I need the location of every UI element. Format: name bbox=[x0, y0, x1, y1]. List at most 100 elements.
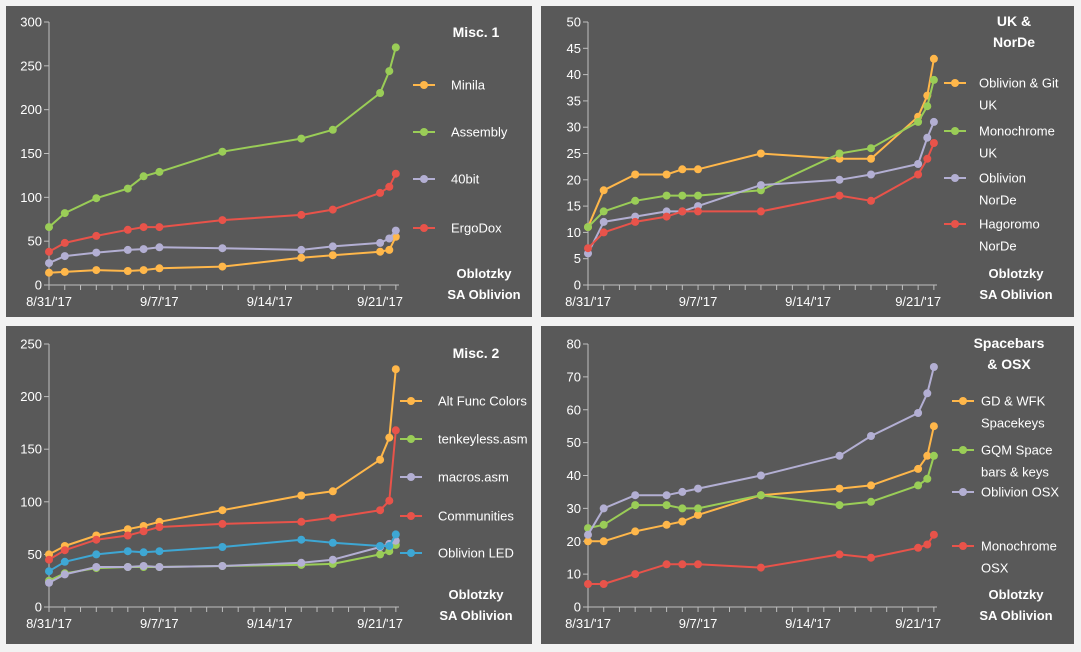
legend-label: 40bit bbox=[451, 172, 480, 187]
data-point bbox=[92, 266, 101, 275]
legend-label: UK bbox=[979, 98, 997, 113]
author-credit: Oblotzky bbox=[989, 587, 1045, 602]
line-chart: 0 5 10 15 20 25 30 35 40 45 50 8/31/'17 9/7/'17 9/14/… bbox=[565, 13, 1059, 309]
legend-label: Spacekeys bbox=[981, 416, 1045, 431]
data-point bbox=[297, 558, 306, 567]
data-point bbox=[923, 102, 932, 111]
series-line bbox=[48, 430, 397, 561]
data-point bbox=[631, 170, 640, 179]
data-point bbox=[678, 165, 687, 174]
data-point bbox=[391, 365, 400, 374]
y-tick-label: 10 bbox=[567, 225, 581, 240]
data-point bbox=[155, 547, 164, 556]
legend-marker-dot bbox=[407, 549, 415, 557]
data-point bbox=[385, 182, 394, 191]
data-point bbox=[297, 245, 306, 254]
data-point bbox=[155, 167, 164, 176]
data-point bbox=[923, 474, 932, 483]
data-point bbox=[835, 175, 844, 184]
data-point bbox=[155, 563, 164, 571]
legend-marker-dot bbox=[951, 220, 959, 228]
x-tick-label: 9/7/'17 bbox=[679, 616, 718, 631]
data-point bbox=[584, 244, 592, 253]
data-point bbox=[92, 550, 101, 559]
data-point bbox=[678, 517, 687, 526]
chart-title: NorDe bbox=[993, 34, 1035, 50]
data-point bbox=[218, 506, 227, 515]
data-point bbox=[376, 188, 385, 197]
data-point bbox=[867, 481, 875, 490]
data-point bbox=[123, 225, 132, 234]
data-point bbox=[376, 542, 385, 550]
x-tick-label: 8/31/'17 bbox=[26, 616, 72, 631]
data-point bbox=[867, 497, 875, 506]
legend-label: macros.asm bbox=[438, 470, 509, 485]
data-point bbox=[328, 538, 337, 547]
data-point bbox=[662, 212, 671, 221]
legend-label: GQM Space bbox=[981, 443, 1053, 458]
chart-title: Misc. 1 bbox=[453, 24, 500, 40]
data-point bbox=[45, 247, 53, 256]
data-point bbox=[631, 491, 640, 500]
data-point bbox=[631, 570, 640, 579]
data-point bbox=[297, 210, 306, 219]
data-point bbox=[92, 563, 101, 571]
data-point bbox=[929, 363, 938, 371]
data-point bbox=[662, 520, 671, 529]
data-point bbox=[328, 513, 337, 522]
data-point bbox=[867, 553, 875, 562]
x-tick-label: 9/14/'17 bbox=[247, 616, 293, 631]
data-point bbox=[60, 570, 69, 579]
series-line bbox=[588, 534, 935, 585]
data-point bbox=[929, 451, 938, 460]
data-point bbox=[123, 267, 132, 275]
data-point bbox=[123, 525, 132, 534]
data-point bbox=[584, 223, 592, 232]
author-credit: SA Oblivion bbox=[979, 608, 1052, 623]
data-point bbox=[662, 170, 671, 179]
data-point bbox=[599, 228, 608, 237]
data-point bbox=[92, 194, 101, 203]
data-point bbox=[756, 491, 765, 500]
data-point bbox=[218, 262, 227, 271]
data-point bbox=[376, 455, 385, 464]
data-point bbox=[123, 531, 132, 540]
data-point bbox=[923, 133, 932, 142]
data-point bbox=[391, 226, 400, 235]
data-point bbox=[923, 540, 932, 549]
data-point bbox=[631, 196, 640, 205]
legend-label: UK bbox=[979, 146, 997, 161]
data-point bbox=[929, 54, 938, 63]
data-point bbox=[929, 530, 938, 539]
data-point bbox=[123, 245, 132, 254]
y-tick-label: 200 bbox=[20, 389, 42, 404]
data-point bbox=[218, 244, 227, 253]
data-point bbox=[923, 154, 932, 163]
line-chart: 0 50 100 150 200 250 300 8/31/'17 9/7/'17 9/14/'1… bbox=[20, 15, 520, 310]
y-tick-label: 5 bbox=[574, 251, 581, 266]
data-point bbox=[599, 207, 608, 216]
data-point bbox=[385, 67, 394, 76]
data-point bbox=[584, 580, 592, 588]
author-credit: Oblotzky bbox=[449, 587, 505, 602]
data-point bbox=[867, 432, 875, 440]
data-point bbox=[92, 231, 101, 240]
data-point bbox=[835, 149, 844, 158]
y-tick-label: 300 bbox=[20, 15, 42, 30]
y-tick-label: 25 bbox=[567, 146, 581, 161]
data-point bbox=[599, 580, 608, 588]
chart-panel-uk-norde: 0 5 10 15 20 25 30 35 40 45 50 8/31/'17 9/7/'17 9/14/… bbox=[541, 6, 1074, 317]
data-point bbox=[328, 251, 337, 260]
y-tick-label: 40 bbox=[567, 67, 581, 82]
data-point bbox=[328, 487, 337, 496]
data-point bbox=[297, 517, 306, 526]
data-point bbox=[599, 217, 608, 226]
y-tick-label: 30 bbox=[567, 120, 581, 135]
data-point bbox=[391, 426, 400, 435]
y-tick-label: 50 bbox=[567, 15, 581, 30]
legend-marker-dot bbox=[407, 397, 415, 405]
line-chart: 0 50 100 150 200 250 8/31/'17 9/7/'17 9/14/'17 9/… bbox=[20, 337, 527, 632]
data-point bbox=[45, 578, 53, 587]
legend-label: GD & WFK bbox=[981, 394, 1046, 409]
legend-label: Oblivion LED bbox=[438, 546, 514, 561]
